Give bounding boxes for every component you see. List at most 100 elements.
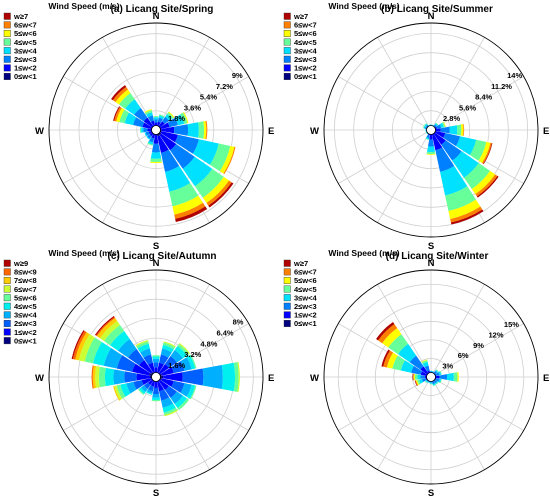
petal-segment: [223, 146, 236, 175]
petal-segment: [160, 348, 172, 358]
petal-segment: [113, 369, 125, 385]
legend-label: 1≤w<2: [294, 311, 317, 320]
petal-segment: [148, 362, 155, 373]
petal-segment: [159, 389, 170, 401]
legend-swatch: [3, 38, 11, 46]
petal-segment: [435, 381, 439, 385]
legend-swatch: [3, 64, 11, 72]
legend-label: 3≤w<4: [294, 46, 318, 55]
radial-tick-label: 3.6%: [184, 103, 201, 112]
legend-swatch: [283, 38, 291, 46]
petal-segment: [75, 332, 90, 361]
petal-segment: [424, 380, 428, 384]
petal-segment: [433, 132, 446, 145]
petal-segment: [432, 383, 436, 386]
radial-tick-label: 6.4%: [217, 328, 234, 337]
cardinal-label: W: [35, 126, 44, 137]
outer-ring: [323, 22, 539, 238]
legend-label: 2≤w<3: [14, 55, 37, 64]
center-marker: [426, 372, 436, 382]
legend-swatch: [3, 72, 11, 80]
petal-segment: [182, 112, 189, 124]
petal-segment: [383, 350, 394, 368]
petal-segment: [432, 134, 443, 151]
petal-segment: [475, 174, 498, 197]
petal-segment: [171, 361, 185, 374]
petal-segment: [71, 330, 85, 360]
petal-segment: [182, 156, 213, 187]
petal-segment: [152, 356, 160, 360]
petal-segment: [194, 168, 224, 198]
legend-label: w≥9: [13, 259, 28, 268]
grid-spoke: [377, 129, 432, 223]
legend-swatch: [3, 30, 11, 37]
legend-title: Wind Speed (m/s): [48, 248, 119, 258]
panel-title: (c) Licang Site/Autumn: [108, 251, 217, 262]
petal-segment: [455, 136, 477, 156]
petal-segment: [439, 379, 442, 384]
petal-segment: [162, 403, 176, 413]
rose-petals: [71, 315, 240, 417]
petal-segment: [95, 316, 116, 337]
grid-spoke: [377, 376, 432, 470]
petal-segment: [116, 107, 125, 123]
petal-segment: [435, 147, 455, 172]
petal-segment: [203, 120, 207, 140]
petal-segment: [456, 124, 462, 136]
petal-segment: [186, 355, 196, 370]
petal-segment: [442, 122, 446, 128]
cardinal-label: N: [153, 11, 160, 22]
petal-segment: [426, 134, 430, 139]
legend-label: w≥7: [293, 259, 308, 268]
petal-segment: [400, 360, 414, 373]
petal-segment: [112, 86, 129, 103]
legend-swatch: [3, 21, 11, 29]
petal-segment: [164, 409, 178, 417]
petal-segment: [435, 122, 439, 126]
petal-segment: [144, 132, 148, 137]
petal-segment: [180, 112, 188, 124]
petal-segment: [146, 391, 153, 395]
petal-segment: [189, 385, 197, 400]
petal-segment: [435, 369, 439, 373]
petal-segment: [113, 106, 121, 121]
cardinal-label: W: [310, 373, 319, 384]
legend-swatch: [3, 285, 11, 293]
petal-segment: [119, 93, 135, 109]
petal-segment: [221, 362, 236, 392]
petal-segment: [187, 122, 199, 138]
petal-segment: [439, 374, 448, 380]
petal-segment: [160, 131, 178, 143]
petal-segment: [174, 395, 188, 409]
rose-petals: [422, 121, 499, 225]
petal-segment: [436, 124, 442, 129]
petal-segment: [117, 338, 137, 358]
petal-segment: [103, 347, 123, 369]
legend-swatch: [3, 302, 11, 310]
petal-segment: [450, 209, 484, 225]
petal-segment: [237, 361, 240, 393]
petal-segment: [147, 115, 154, 122]
petal-segment: [178, 342, 191, 355]
petal-segment: [119, 109, 130, 124]
petal-segment: [126, 381, 137, 394]
radial-tick-label: 8%: [233, 318, 244, 327]
legend-swatch: [3, 311, 11, 319]
petal-segment: [420, 375, 425, 379]
legend-swatch: [283, 285, 291, 293]
outer-ring: [48, 22, 264, 238]
petal-segment: [432, 384, 437, 387]
legend-swatch: [283, 64, 291, 72]
petal-segment: [174, 202, 206, 219]
petal-segment: [463, 162, 491, 190]
petal-segment: [157, 117, 163, 123]
petal-segment: [446, 372, 454, 382]
petal-segment: [417, 374, 421, 380]
panel-title: (b) Licang Site/Summer: [381, 4, 493, 15]
radial-tick-label: 2.8%: [443, 114, 460, 123]
petal-segment: [420, 366, 430, 376]
petal-segment: [189, 354, 197, 369]
petal-segment: [177, 343, 190, 356]
petal-segment: [439, 122, 444, 128]
